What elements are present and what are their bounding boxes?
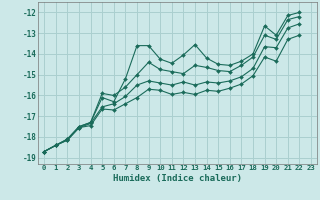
X-axis label: Humidex (Indice chaleur): Humidex (Indice chaleur)	[113, 174, 242, 183]
